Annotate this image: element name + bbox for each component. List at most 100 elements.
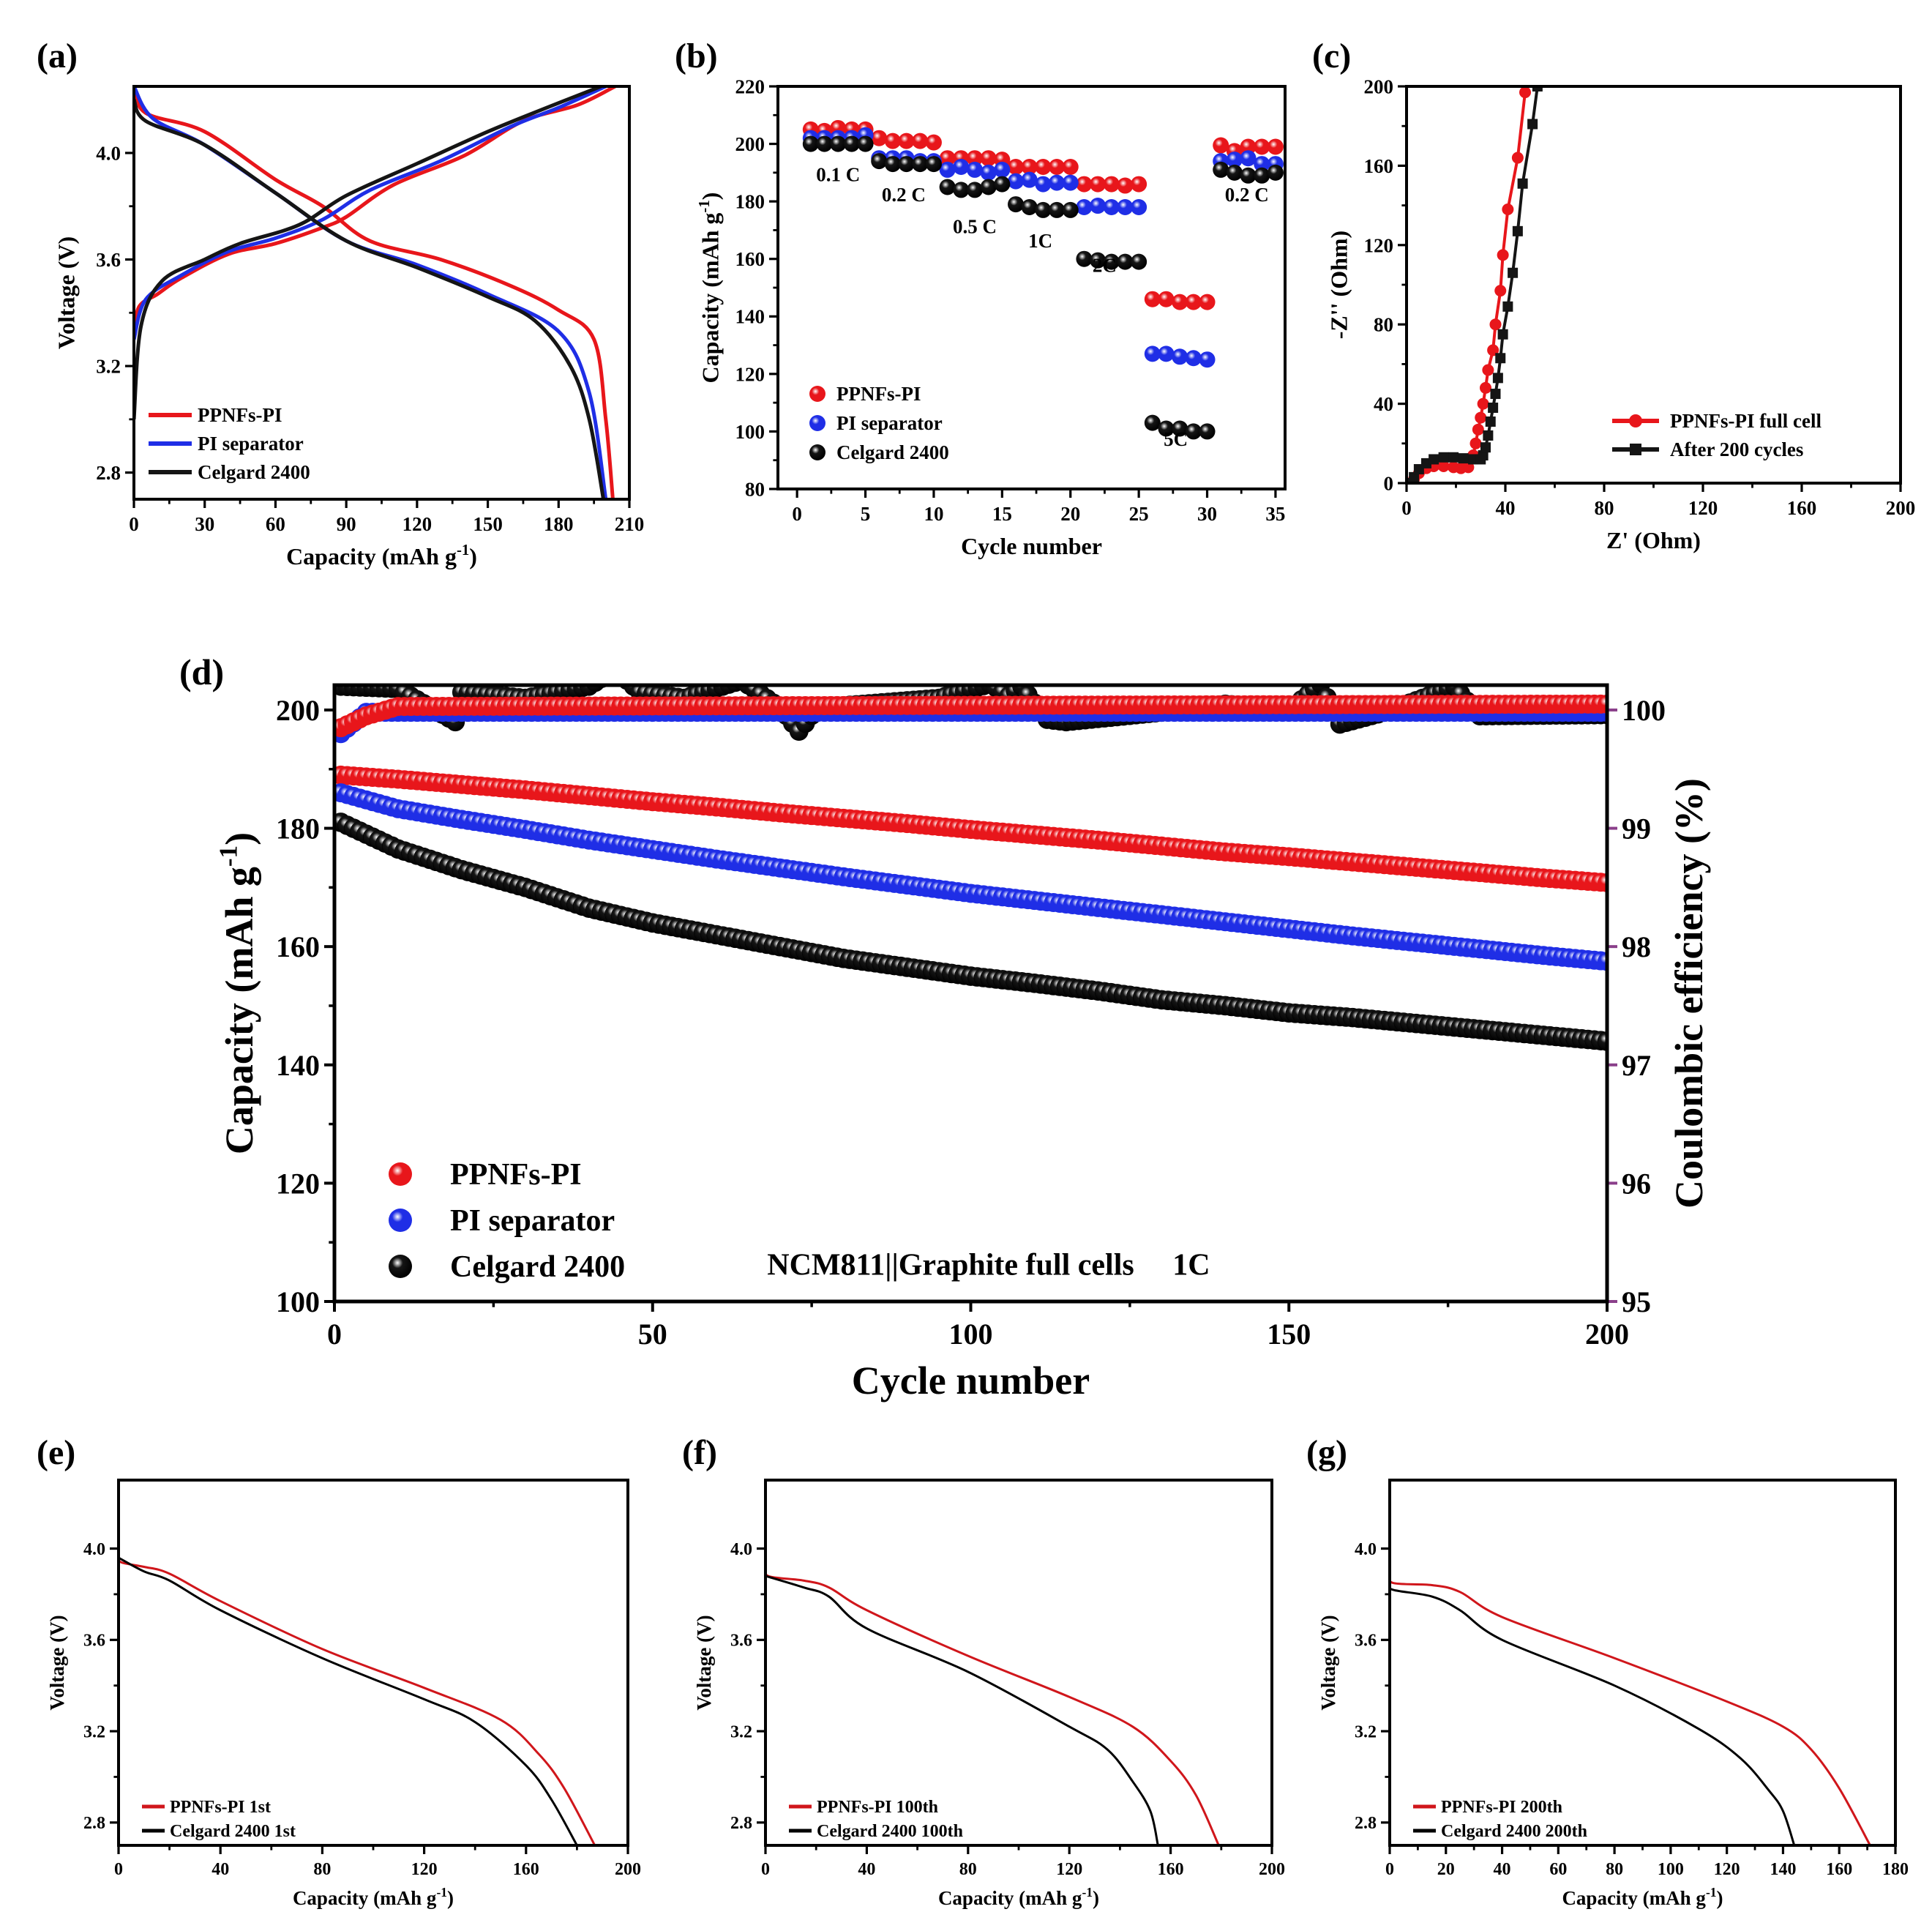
y-tick-label: 40 [1374,393,1393,415]
series-line-celgard-2400-1st [119,1556,578,1845]
data-point-ppnfs-pi-full-cell [1475,411,1487,424]
x-tick-label: 120 [1688,497,1718,519]
x-tick-label: 0 [1401,497,1412,519]
y-axis: 2.8 3.2 3.6 4.0 [96,142,134,484]
data-point-ppnfs-pi-full-cell [1519,86,1531,99]
axis-title-text-end: ) [469,543,477,569]
panel-a: (a) 0 30 60 90 120 150 180 210 2.8 3.2 3.6 4.0 Capaci… [37,37,644,569]
x-tick-label: 40 [858,1860,875,1879]
legend-label: PPNFs-PI 100th [817,1798,938,1817]
axis-title-text-end: ) [697,193,724,201]
plot-frame [332,683,1609,1304]
data-point-ppnfs-pi [1021,159,1038,175]
x-tick-label: 160 [1158,1860,1184,1879]
y2-tick-label: 95 [1622,1285,1651,1318]
y-tick-label: 4.0 [1355,1540,1377,1559]
data-point-pi-separator [1172,348,1188,365]
x-tick-label: 90 [337,513,356,535]
plot-frame [1405,85,1902,485]
data-point-pi-separator [953,159,970,175]
data-point-celgard-2400 [802,135,819,152]
data-point-after-200-cycles [1485,416,1496,427]
y2-tick-label: 98 [1622,930,1651,963]
data-point-celgard-2400 [1021,199,1038,215]
data-point-celgard-2400 [1267,164,1284,181]
data-point-pi-separator [1103,199,1120,215]
panel-label: (f) [682,1433,717,1472]
data-point-ppnfs-pi-full-cell [1489,318,1502,331]
plot-area [765,1564,1220,1845]
y2-axis: 95 96 97 98 99 100 [1605,685,1666,1318]
cell-annotation: NCM811||Graphite full cells 1C [767,1249,1210,1282]
axis-title-superscript: -1 [214,845,242,867]
x-tick-label: 160 [513,1860,539,1879]
data-point-ppnfs-pi-full-cell [1497,249,1509,261]
legend-marker-circle-icon [1629,414,1642,427]
axis-title-superscript: -1 [696,200,713,212]
legend-label: PPNFs-PI [450,1158,582,1192]
legend-label: Celgard 2400 [450,1250,625,1284]
data-point-ppnfs-pi [1213,137,1229,154]
data-point-celgard-2400 [1103,253,1120,270]
data-point-celgard-2400 [830,135,847,152]
x-axis: 0 40 80 120 160 200 [761,1845,1285,1879]
data-point-celgard-2400 [1049,201,1066,218]
data-point-celgard-2400 [953,182,970,198]
data-point-after-200-cycles [1488,403,1499,414]
rate-annotation: 0.5 C [953,215,997,237]
data-point-ppnfs-pi-full-cell [1469,437,1482,449]
panel-label: (d) [179,651,224,692]
y-tick-label: 2.8 [1355,1814,1377,1833]
x-tick-label: 100 [949,1318,993,1351]
data-point-pi-separator [1090,198,1107,214]
axis-title-superscript: -1 [436,1885,447,1900]
data-point-after-200-cycles [1527,119,1538,130]
x-tick-label: 25 [1129,503,1149,525]
y-tick-label: 140 [735,306,765,328]
plot-area [1390,1571,1871,1845]
x-axis-title: Cycle number [852,1359,1090,1403]
data-point-ppnfs-pi [1131,176,1147,193]
x-tick-label: 30 [195,513,214,535]
y2-tick-label: 100 [1622,694,1666,727]
axis-title-text-end: ) [217,832,261,845]
x-tick-label: 0 [129,513,139,535]
legend-marker-celgard-2400 [809,444,825,460]
y2-axis-title: Coulombic efficiency (%) [1667,778,1711,1209]
data-point-ppnfs-pi [1240,138,1257,155]
x-tick-label: 10 [924,503,943,525]
series-line-ppnfs-pi-1st [119,1555,596,1845]
x-tick-label: 40 [1494,1860,1511,1879]
x-tick-label: 100 [1658,1860,1684,1879]
data-point-pi-separator [1226,152,1243,168]
plot-frame [764,1479,1273,1847]
data-point-pi-separator [939,161,956,178]
x-axis: 0 5 10 15 20 25 30 35 [792,489,1285,525]
panel-label: (g) [1306,1433,1347,1472]
data-point-ppnfs-pi-full-cell [1480,381,1491,394]
data-point-celgard-2400 [857,135,874,152]
y-tick-label: 4.0 [83,1540,105,1559]
y-tick-label: 0 [1384,472,1394,494]
x-tick-label: 40 [211,1860,229,1879]
x-tick-label: 200 [1585,1318,1629,1351]
data-point-pi-separator [1008,173,1025,190]
x-tick-label: 30 [1197,503,1217,525]
axis-title-text: Capacity (mAh g [697,213,724,384]
y-axis-title: Capacity (mAh g-1) [214,832,261,1154]
legend-marker-ppnfs-pi [389,1162,412,1186]
data-point-celgard-2400 [1076,250,1093,267]
data-point-after-200-cycles [1448,452,1459,463]
data-point-celgard-2400 [1062,201,1079,218]
legend-label: PPNFs-PI full cell [1670,410,1821,432]
x-tick-label: 40 [1496,497,1516,519]
plot-frame [117,1479,629,1847]
y-tick-label: 3.6 [1355,1632,1377,1651]
legend-label: Celgard 2400 1st [170,1822,296,1841]
y-tick-label: 4.0 [730,1540,752,1559]
y-axis: 100 120 140 160 180 200 [276,694,334,1318]
data-point-ppnfs-pi [1172,294,1188,310]
series-line-celgard-2400-200th [1390,1582,1796,1845]
plot-area [134,86,616,499]
